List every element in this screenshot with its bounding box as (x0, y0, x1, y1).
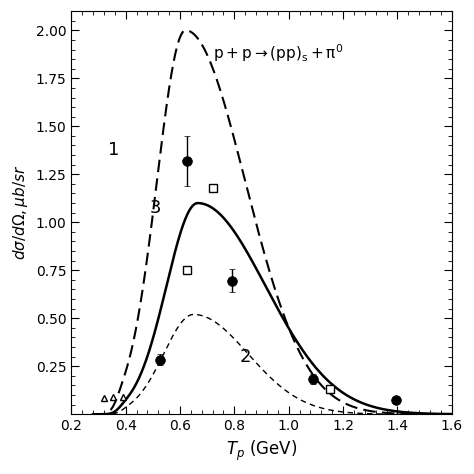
Y-axis label: $d\sigma/d\Omega, \mu b/sr$: $d\sigma/d\Omega, \mu b/sr$ (11, 165, 30, 260)
Text: 1: 1 (108, 141, 119, 159)
Text: 2: 2 (240, 348, 251, 366)
X-axis label: $T_p$ (GeV): $T_p$ (GeV) (226, 439, 297, 463)
Text: $\mathrm{p+p \rightarrow (pp)_s+\pi^0}$: $\mathrm{p+p \rightarrow (pp)_s+\pi^0}$ (213, 42, 343, 64)
Text: 3: 3 (150, 199, 162, 217)
